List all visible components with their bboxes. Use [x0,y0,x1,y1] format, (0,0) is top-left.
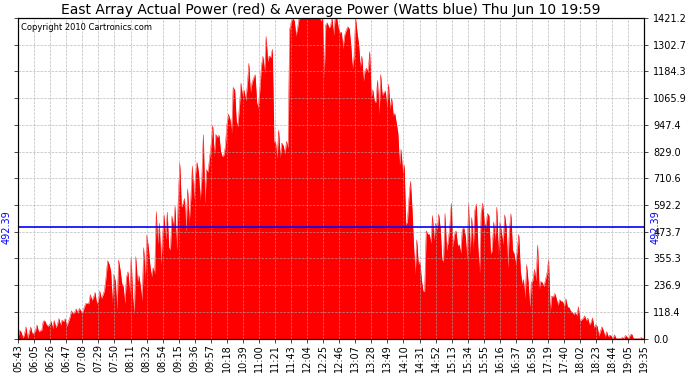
Text: 492.39: 492.39 [651,211,660,244]
Text: Copyright 2010 Cartronics.com: Copyright 2010 Cartronics.com [21,23,152,32]
Title: East Array Actual Power (red) & Average Power (Watts blue) Thu Jun 10 19:59: East Array Actual Power (red) & Average … [61,3,601,17]
Text: 492.39: 492.39 [2,211,12,244]
